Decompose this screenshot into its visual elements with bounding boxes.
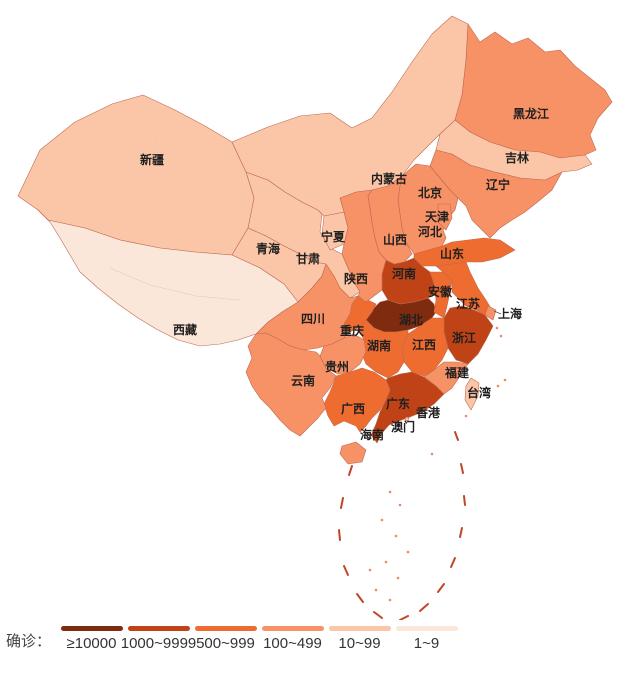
- legend-range-label-2: 500~999: [196, 635, 255, 652]
- province-shandong[interactable]: [413, 237, 516, 267]
- sea-island-dot: [396, 576, 400, 580]
- inner-boundary-line: [299, 139, 380, 151]
- sea-island-dot: [499, 334, 503, 338]
- nine-dash-line-segment: [343, 565, 349, 576]
- nine-dash-line-segment: [419, 603, 429, 612]
- sea-island-dot: [406, 550, 410, 554]
- nine-dash-line-segment: [459, 527, 463, 538]
- sea-island-dot: [380, 518, 384, 522]
- sea-island-dot: [388, 598, 392, 602]
- nine-dash-line-segment: [460, 463, 464, 474]
- sea-island-dot: [503, 378, 507, 382]
- province-yunnan[interactable]: [245, 332, 337, 437]
- nine-dash-line-segment: [348, 465, 353, 476]
- legend-item-4: 10~99: [326, 626, 393, 653]
- shanghai-leader-line: [493, 310, 502, 315]
- legend-item-3: 100~499: [259, 626, 326, 653]
- hongkong-leader-line: [418, 407, 426, 412]
- legend-swatch-4: [328, 626, 391, 631]
- sea-island-dot: [495, 326, 499, 330]
- legend-title: 确诊：: [6, 632, 52, 650]
- province-hunan[interactable]: [357, 319, 409, 379]
- sea-island-dot: [398, 503, 402, 507]
- province-jilin[interactable]: [435, 119, 593, 181]
- sea-island-dot: [496, 384, 500, 388]
- province-taiwan[interactable]: [464, 377, 480, 411]
- sea-island-dot: [394, 534, 398, 538]
- sea-island-dot: [464, 414, 468, 418]
- inner-boundary-line: [147, 107, 159, 191]
- nine-dash-line-segment: [454, 431, 459, 441]
- nine-dash-line-segment: [463, 495, 466, 506]
- sea-island-dot: [368, 568, 372, 572]
- province-xinjiang[interactable]: [17, 94, 255, 256]
- legend-range-label-1: 1000~9999: [120, 635, 197, 652]
- legend-item-5: 1~9: [393, 626, 460, 653]
- legend-swatch-2: [194, 626, 257, 631]
- province-label-shanghai: 上海: [498, 306, 522, 321]
- sea-island-dot: [374, 588, 378, 592]
- province-neimenggu[interactable]: [231, 15, 469, 217]
- province-hainan[interactable]: [339, 441, 367, 465]
- map-legend: 确诊： ≥10000 1000~9999 500~999 100~499 10~99 1~…: [6, 626, 460, 653]
- province-macau[interactable]: [404, 416, 410, 422]
- legend-item-2: 500~999: [192, 626, 259, 653]
- legend-item-1: 1000~9999: [121, 626, 196, 653]
- nine-dash-line-segment: [450, 557, 456, 568]
- nine-dash-line-segment: [437, 583, 445, 593]
- province-fujian[interactable]: [423, 361, 469, 395]
- nine-dash-line-segment: [340, 497, 344, 509]
- province-shanghai[interactable]: [484, 305, 497, 321]
- province-tianjin[interactable]: [437, 203, 453, 231]
- legend-range-label-4: 10~99: [338, 635, 381, 652]
- sea-island-dot: [430, 452, 434, 456]
- inner-boundary-line: [59, 177, 229, 211]
- nine-dash-line-segment: [356, 593, 364, 603]
- legend-range-label-5: 1~9: [413, 635, 440, 652]
- choropleth-map: 湖北广东浙江河南湖南安徽江西江苏重庆山东广西四川黑龙江北京上海河北福建陕西云南海…: [17, 15, 613, 620]
- nine-dash-line-segment: [338, 529, 341, 541]
- sea-island-dot: [384, 560, 388, 564]
- legend-swatch-3: [261, 626, 324, 631]
- legend-swatch-0: [60, 626, 123, 631]
- sea-island-dot: [388, 490, 392, 494]
- legend-item-0: ≥10000: [58, 626, 125, 653]
- legend-swatch-5: [395, 626, 458, 631]
- province-guizhou[interactable]: [319, 333, 367, 375]
- nine-dash-line-segment: [399, 615, 409, 620]
- legend-range-label-0: ≥10000: [66, 635, 117, 652]
- nine-dash-line-segment: [373, 611, 383, 619]
- province-shanxi[interactable]: [367, 175, 413, 265]
- legend-range-label-3: 100~499: [263, 635, 322, 652]
- inner-boundary-line: [109, 267, 241, 301]
- legend-swatch-1: [127, 626, 190, 631]
- province-xizang[interactable]: [37, 209, 299, 347]
